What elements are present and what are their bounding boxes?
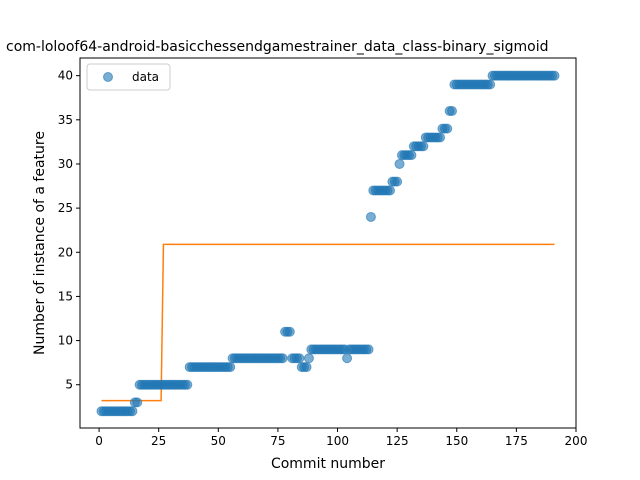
x-tick-label: 100: [326, 434, 349, 448]
y-tick-label: 10: [58, 334, 73, 348]
plot-frame: [79, 57, 577, 429]
x-tick-label: 50: [211, 434, 226, 448]
legend-box: [86, 63, 171, 91]
y-tick-label: 20: [58, 245, 73, 259]
y-tick-label: 40: [58, 69, 73, 83]
x-tick-label: 125: [386, 434, 409, 448]
data-point: [392, 176, 403, 187]
y-tick-label: 30: [58, 157, 73, 171]
data-point: [435, 132, 446, 143]
legend-marker: [103, 72, 113, 82]
legend-label-data: data: [132, 70, 159, 84]
x-tick-label: 25: [151, 434, 166, 448]
data-points-layer: [96, 70, 560, 417]
data-point: [303, 353, 314, 364]
data-point: [394, 158, 405, 169]
data-point: [182, 379, 193, 390]
data-point: [549, 70, 560, 81]
data-point: [447, 105, 457, 116]
y-axis-label: Number of instance of a feature: [32, 131, 48, 355]
data-point: [294, 353, 305, 364]
data-point: [301, 362, 312, 373]
x-tick-label: 200: [565, 434, 588, 448]
x-tick-label: 175: [505, 434, 528, 448]
data-point: [342, 353, 353, 364]
ticks-layer: 0 25 50 75 100 125 150 175 200 5 10 15 20 25 30 35 40: [58, 69, 588, 448]
x-tick-label: 0: [95, 434, 103, 448]
data-point: [132, 397, 143, 408]
legend: data: [86, 63, 171, 91]
y-tick-label: 25: [58, 201, 73, 215]
data-point: [284, 326, 295, 337]
data-point: [406, 150, 417, 161]
data-point: [418, 141, 429, 152]
y-tick-label: 15: [58, 289, 73, 303]
y-tick-label: 5: [65, 378, 73, 392]
data-point: [485, 79, 496, 90]
chart-title: com-loloof64-android-basicchessendgamest…: [6, 39, 549, 55]
data-point: [277, 353, 288, 364]
data-point: [385, 185, 395, 196]
data-point: [127, 406, 138, 417]
data-point: [365, 211, 376, 222]
x-axis-label: Commit number: [271, 456, 385, 472]
data-point: [363, 344, 374, 355]
data-point: [225, 362, 236, 373]
y-tick-label: 35: [58, 113, 73, 127]
x-tick-label: 150: [445, 434, 468, 448]
x-tick-label: 75: [270, 434, 285, 448]
data-point: [442, 123, 453, 134]
